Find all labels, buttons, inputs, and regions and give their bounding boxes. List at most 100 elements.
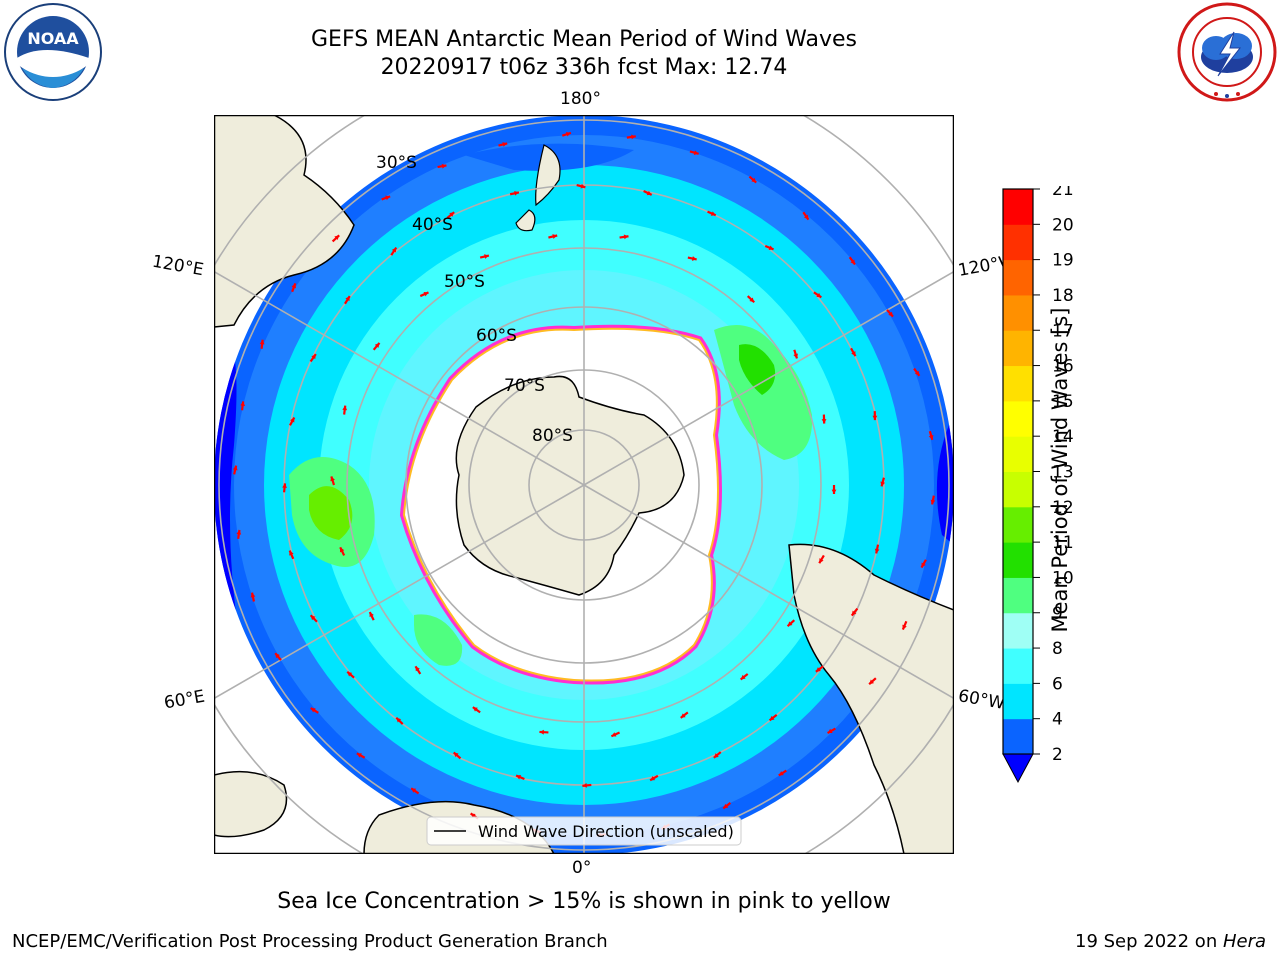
colorbar-tick-label: 16 [1052,357,1074,377]
wind-arrow-head [631,134,636,140]
colorbar-tick-label: 21 [1052,186,1074,200]
wind-arrow-head [449,212,455,217]
wind-arrow-head [423,292,429,297]
colorbar-bin [1003,189,1033,225]
colorbar-tick-label: 15 [1052,392,1074,412]
wind-arrow-head [250,592,256,598]
wind-arrow-head [821,419,827,424]
map-legend: Wind Wave Direction (unscaled) [426,816,742,846]
colorbar-bin [1003,330,1033,367]
wind-arrow-head [470,813,476,818]
wind-arrow-head [768,245,774,250]
colorbar-tick-label: 4 [1052,710,1063,730]
lon-label-0: 0° [572,858,592,878]
colorbar-tick-label: 12 [1052,498,1074,518]
wind-arrow-head [650,776,656,781]
legend-text: Wind Wave Direction (unscaled) [478,822,734,841]
wind-arrow-head [289,550,294,556]
wind-arrow-head [552,234,558,239]
wind-arrow-head [693,150,699,155]
wind-arrows [232,131,936,838]
colorbar-bin [1003,683,1033,720]
wind-arrow-head [691,256,697,261]
wind-arrow-head [851,610,857,616]
colorbar-bin [1003,471,1033,508]
colorbar-tick-label: 2 [1052,745,1063,765]
footer-date-text: 19 Sep 2022 on [1075,931,1223,952]
title-line-1: GEFS MEAN Antarctic Mean Period of Wind … [311,27,857,52]
colorbar: 2 4 6 8 9 10 11 12 13 14 15 16 17 18 19 20 21 [1000,180,1130,786]
wind-arrow-head [880,481,886,487]
wind-arrow-head [874,548,880,554]
polar-map: 30°S 40°S 50°S 60°S 70°S 80°S Wind Wave … [213,114,955,855]
map-frame [213,114,955,855]
colorbar-bin [1003,577,1033,614]
madagascar [214,770,288,838]
lat-label-70s: 70°S [504,376,545,396]
colorbar-bin [1003,365,1033,402]
colorbar-tick-label: 18 [1052,286,1074,306]
colorbar-tick-label: 11 [1052,533,1074,553]
colorbar-bin [1003,506,1033,543]
wind-arrow-head [803,214,809,220]
wind-arrow-head [740,674,746,680]
colorbar-bin [1003,294,1033,331]
wind-arrow-head [415,666,420,672]
wind-arrow-head [232,465,238,471]
graticule [214,115,954,854]
wind-arrow-head [391,247,397,253]
wind-arrow-head [793,353,798,359]
wind-arrow-head [723,803,729,809]
wind-arrow-head [787,621,793,627]
colorbar-tick-label: 9 [1052,604,1063,624]
wind-arrow-head [516,775,522,780]
wind-arrow-head [928,434,934,440]
wind-arrow-head [769,715,775,721]
footer-date: 19 Sep 2022 on Hera [1075,931,1266,952]
wind-arrow-head [580,183,586,189]
wind-arrow-head [778,771,784,776]
wind-arrow-head [751,177,757,183]
footer-credit: NCEP/EMC/Verification Post Processing Pr… [12,931,608,952]
wind-arrow-head [623,234,629,240]
wind-arrow-head [453,752,459,758]
wind-arrow-head [472,707,478,712]
lat-label-80s: 80°S [532,426,573,446]
colorbar-tick-label: 10 [1052,568,1074,588]
wind-arrow-head [310,615,316,621]
wind-arrow-head [850,259,855,265]
wind-arrow-head [339,547,345,553]
lon-label-60e: 60°E [162,686,207,714]
colorbar-under-triangle [1002,753,1034,784]
wind-arrow-head [869,679,875,685]
wind-arrow-head [914,370,920,376]
wind-arrow-head [334,235,340,241]
colorbar-tick-label: 6 [1052,674,1063,694]
wind-arrow-head [815,667,821,672]
colorbar-tick-label: 13 [1052,463,1074,483]
wind-arrow-head [611,732,617,737]
wind-arrow-head [236,529,242,535]
colorbar-bin [1003,259,1033,296]
wind-arrow-head [441,163,447,169]
wind-arrow-head [888,311,893,317]
lat-label-60s: 60°S [476,326,517,346]
wind-arrow-head [311,354,316,360]
noaa-logo: NOAA [2,2,104,102]
wind-arrow-head [646,190,652,196]
wind-arrow-head [356,753,362,758]
title-line-2: 20220917 t06z 336h fcst Max: 12.74 [380,55,788,80]
map-panel: 30°S 40°S 50°S 60°S 70°S 80°S Wind Wave … [213,114,955,855]
lat-label-40s: 40°S [412,215,453,235]
wind-arrow-head [921,562,926,568]
wind-arrow-head [851,351,856,357]
chart-title: GEFS MEAN Antarctic Mean Period of Wind … [184,26,984,82]
australia [214,115,355,328]
lon-label-180: 180° [560,89,601,109]
wind-arrow-head [240,401,246,406]
colorbar-bin [1003,400,1033,437]
wind-arrow-head [347,671,353,677]
wind-arrow-head [330,476,335,482]
wind-arrow-head [411,788,417,793]
colorbar-bin [1003,718,1033,755]
